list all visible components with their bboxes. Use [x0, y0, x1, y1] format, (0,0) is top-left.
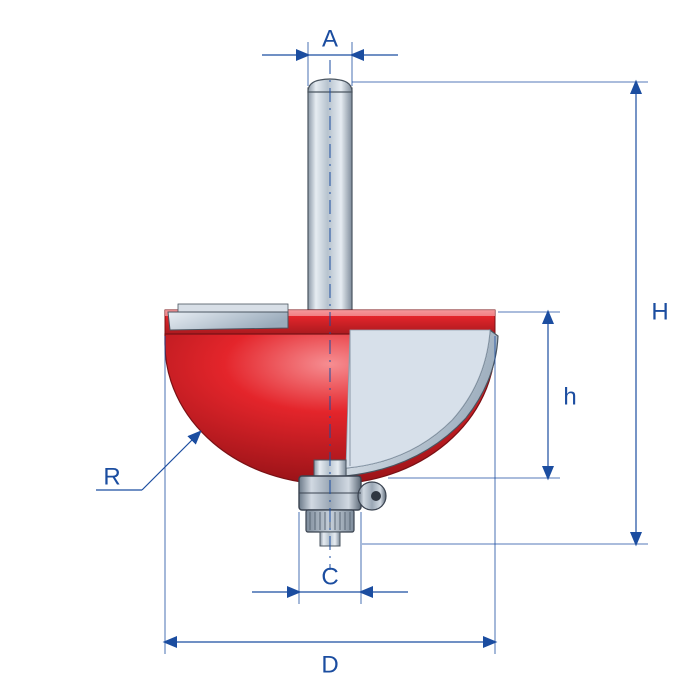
label-h: h	[563, 383, 576, 410]
bearing	[299, 476, 386, 510]
dim-R: R	[96, 432, 200, 490]
dim-A: A	[262, 25, 398, 86]
label-D: D	[321, 651, 338, 678]
carbide-blade-left	[168, 312, 288, 330]
router-bit	[165, 79, 498, 546]
label-R: R	[103, 463, 120, 490]
label-H: H	[651, 298, 668, 325]
router-bit-diagram: A H h C D R	[0, 0, 700, 700]
label-C: C	[321, 563, 338, 590]
label-A: A	[322, 25, 338, 52]
shank	[308, 79, 352, 310]
